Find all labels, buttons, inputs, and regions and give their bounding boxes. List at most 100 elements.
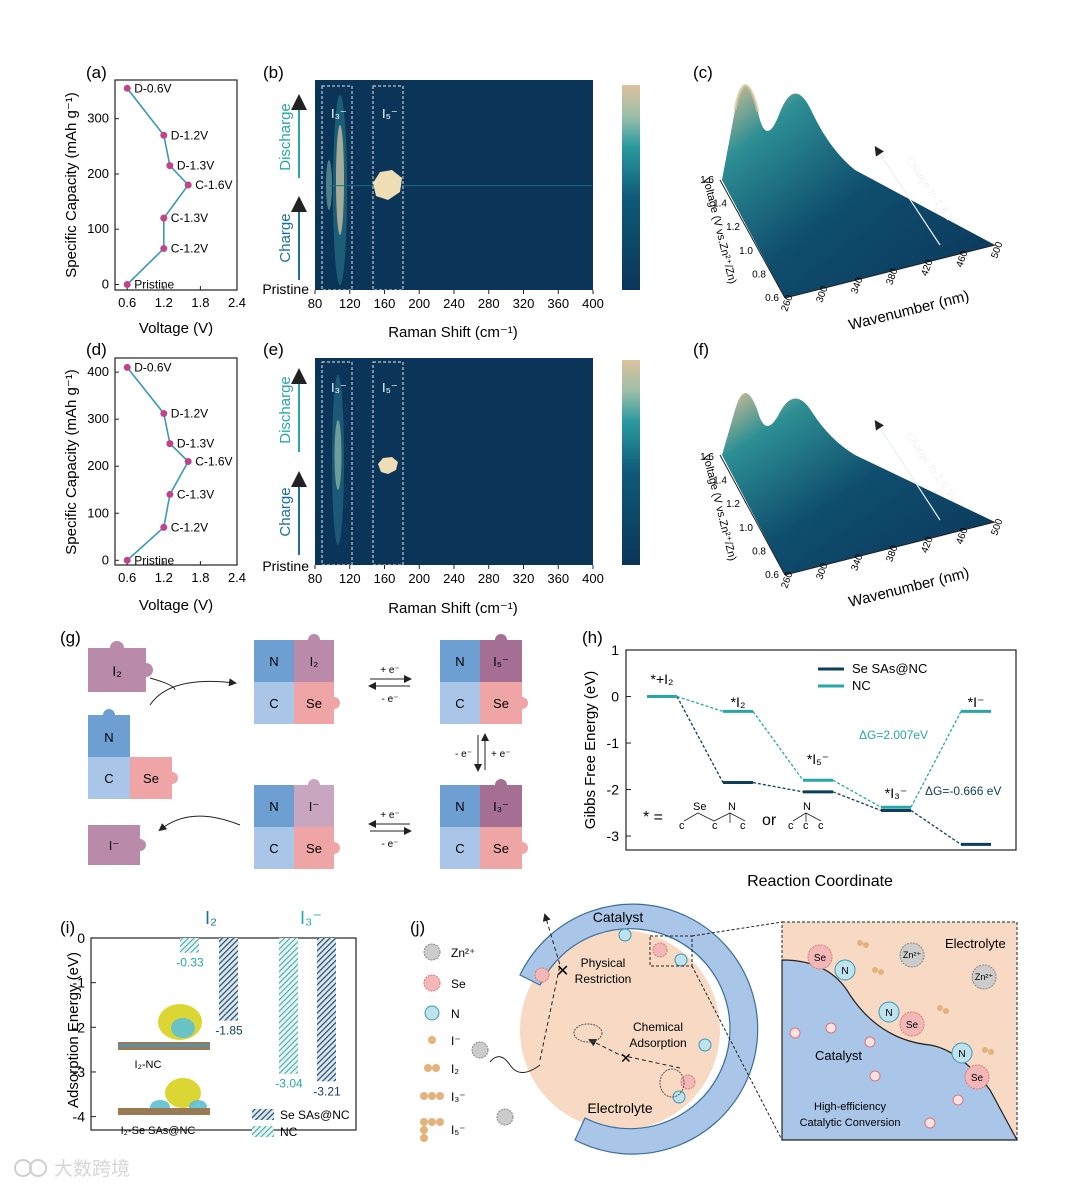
particle-label: Se — [906, 1020, 919, 1031]
i3-label: I₃⁻ — [331, 106, 347, 121]
x-tick-label: 160 — [374, 296, 396, 311]
x-tick-label: 1.2 — [155, 570, 173, 585]
y-tick-label: 0 — [77, 930, 85, 946]
energy-connector — [832, 791, 882, 812]
row-discharge: Discharge — [277, 103, 294, 171]
legend-nc: NC — [852, 678, 871, 693]
inset-label: I₂-Se SAs@NC — [121, 1125, 196, 1137]
y-tick-label: 0.8 — [752, 546, 766, 557]
x-axis-title: Voltage (V) — [139, 597, 213, 614]
i5-label: I₅⁻ — [382, 380, 398, 395]
state-label: D-1.2V — [171, 407, 208, 421]
panel-g: I₂ N C Se I⁻ N I₂ C Se — [88, 634, 528, 869]
se-piece — [130, 757, 172, 799]
panel-i: 0 -1 -2 -3 -4 -0.33 -1.85 -3.04 -3.21 I₂ I₃⁻ I₂… — [65, 908, 357, 1139]
bar-se-sas-nc — [317, 938, 336, 1082]
or-label: or — [762, 812, 777, 829]
i2-piece — [88, 648, 146, 692]
x-tick-label: 80 — [308, 296, 322, 311]
state-label: C-1.6V — [195, 178, 232, 192]
x-tick-label: 400 — [582, 571, 604, 586]
atom-c: c — [803, 820, 809, 832]
atom-c: c — [788, 820, 794, 832]
catalyst-shell — [519, 903, 759, 1155]
particle-label: N — [885, 1008, 892, 1019]
n-site — [672, 1090, 686, 1104]
se-label: Se — [143, 771, 159, 786]
bar-value-label: -1.85 — [215, 1024, 243, 1038]
state-point — [123, 363, 131, 371]
structure-se: Se c c N c — [679, 801, 746, 832]
polyiodide-cluster — [573, 1023, 603, 1043]
y-tick-label: 200 — [87, 458, 109, 473]
plot-frame — [114, 357, 238, 566]
i2-label: I₂ — [112, 663, 121, 679]
bars: -0.33 -1.85 -3.04 -3.21 — [176, 938, 341, 1098]
legend-star: * = — [643, 809, 663, 826]
surface-3d — [722, 392, 995, 575]
y-axis-line — [719, 179, 786, 299]
n-piece — [88, 715, 130, 757]
legend-n: N — [451, 1007, 460, 1021]
bar-nc — [279, 938, 298, 1074]
y-axis-title: Gibbs Free Energy (eV) — [582, 671, 599, 829]
energy-connector — [676, 695, 724, 713]
se-label: Se — [306, 696, 322, 711]
panel-c: Charge to 1.6 V 260 300 340 380 420 460 5000.6… — [700, 84, 1006, 334]
y-tick-label: 0.8 — [752, 269, 766, 280]
y-tick-label: 100 — [87, 221, 109, 236]
bar-se-sas-nc — [219, 938, 238, 1021]
state-label: C-1.3V — [177, 487, 214, 501]
energy-connector — [752, 711, 804, 781]
x-tick-label: 360 — [547, 296, 569, 311]
x-tick-label: 240 — [443, 571, 465, 586]
legend-nc: NC — [280, 1125, 298, 1139]
plot-frame — [625, 649, 1017, 851]
i5-label: I₅⁻ — [382, 106, 398, 121]
species-legend: Zn²⁺ Se N I⁻ I₂ I₃⁻ I₅⁻ — [420, 943, 475, 1142]
state-label: D-0.6V — [134, 360, 171, 374]
state-label: Pristine — [134, 553, 174, 567]
c16-row — [330, 185, 592, 187]
bar-nc — [180, 938, 199, 953]
plus-e-label: + e⁻ — [380, 810, 399, 821]
state-label: *I₃⁻ — [885, 785, 907, 801]
category-i3: I₃⁻ — [300, 908, 322, 928]
zoom-catalyst-label: Catalyst — [815, 1048, 862, 1063]
legend-se: Se SAs@NC — [280, 1108, 350, 1122]
adsorption-label: Adsorption — [629, 1036, 686, 1050]
x-tick-label: 360 — [547, 571, 569, 586]
polyiodide-cluster — [659, 1068, 685, 1098]
panel-label-j: (j) — [410, 918, 425, 937]
iminus-label: I⁻ — [109, 838, 119, 853]
plus-e-label: + e⁻ — [380, 665, 399, 676]
puzzle-knob — [110, 641, 124, 655]
zoom-line — [691, 921, 783, 937]
puzzle-square-2: N I₅⁻ C Se — [440, 634, 528, 724]
x-tick-label: 0.6 — [118, 570, 136, 585]
legend-iminus: I⁻ — [451, 1034, 461, 1048]
x-tick-label: 1.8 — [191, 295, 209, 310]
state-label: D-1.3V — [177, 437, 214, 451]
se-label: Se — [306, 841, 322, 856]
legend-swatch-nc — [252, 1126, 274, 1137]
row-pristine: Pristine — [262, 558, 309, 574]
c-label: C — [269, 696, 278, 711]
high-eff-label: High-efficiency — [814, 1101, 886, 1113]
state-point — [160, 523, 168, 531]
energy-connector — [752, 781, 804, 793]
se-label: Se — [493, 696, 509, 711]
state-label: C-1.2V — [171, 242, 208, 256]
panel-label-c: (c) — [693, 63, 713, 82]
atom-n: N — [803, 801, 811, 813]
x-tick-label: 320 — [513, 571, 535, 586]
state-point — [123, 556, 131, 564]
restriction-cross: ✕ — [556, 963, 569, 980]
y-tick-label: -2 — [73, 1019, 86, 1035]
i3-band-core — [334, 420, 342, 490]
state-point — [184, 181, 192, 189]
legend-i5: I₅⁻ — [451, 1123, 466, 1137]
n-label: N — [455, 654, 464, 669]
i3-label: I₃⁻ — [331, 380, 347, 395]
